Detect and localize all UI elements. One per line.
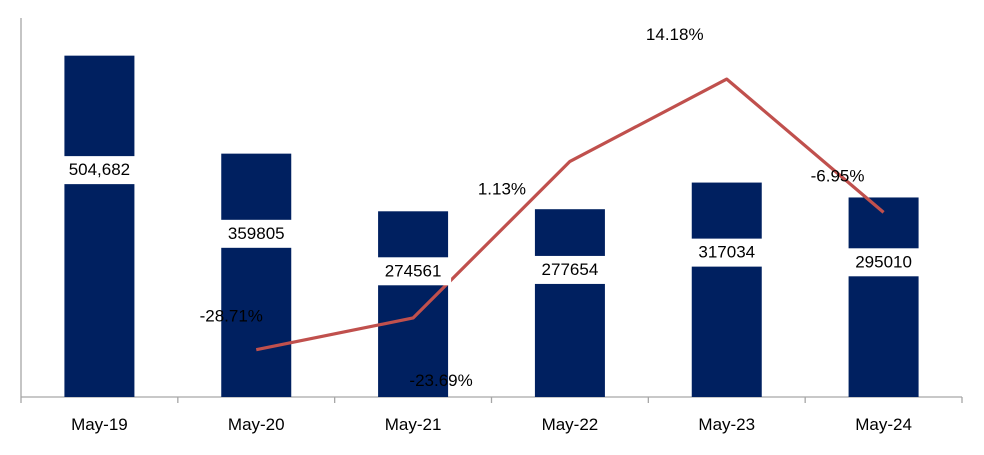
x-tick-label: May-21 xyxy=(385,415,442,434)
bar-value-label: 504,682 xyxy=(69,160,130,179)
bar-label-background xyxy=(688,238,765,267)
bar-value-label: 277654 xyxy=(542,260,599,279)
data-labels: 504,682 359805 274561 277654 317034 295010 -28… xyxy=(61,25,922,390)
bar-label-background xyxy=(218,219,295,248)
bar-value-label: 359805 xyxy=(228,224,285,243)
bar xyxy=(221,153,292,397)
x-tick-label: May-23 xyxy=(698,415,755,434)
bar-label-background xyxy=(61,156,138,185)
line-value-label: 1.13% xyxy=(478,179,526,198)
x-tick-label: May-24 xyxy=(855,415,912,434)
bar xyxy=(64,55,135,397)
x-tick-label: May-22 xyxy=(542,415,599,434)
bar-value-label: 295010 xyxy=(855,252,912,271)
bar-label-background xyxy=(531,255,608,284)
line-value-label: -23.69% xyxy=(409,371,472,390)
x-tick-label: May-20 xyxy=(228,415,285,434)
line-value-label: -6.95% xyxy=(811,166,865,185)
bar-label-background xyxy=(845,248,922,277)
x-axis-labels: May-19 May-20 May-21 May-22 May-23 May-24 xyxy=(71,415,912,434)
x-axis-ticks xyxy=(20,397,963,403)
bar-series xyxy=(64,55,919,397)
bar-value-label: 317034 xyxy=(698,243,755,262)
bar xyxy=(534,209,605,397)
growth-line xyxy=(255,77,885,352)
line-series xyxy=(255,77,885,352)
bar xyxy=(378,211,449,397)
line-value-label: 14.18% xyxy=(646,25,704,44)
bar-value-label: 274561 xyxy=(385,261,442,280)
bar xyxy=(691,182,762,397)
bar-label-background xyxy=(375,257,452,286)
bar xyxy=(848,197,919,397)
line-value-label: -28.71% xyxy=(200,307,263,326)
x-tick-label: May-19 xyxy=(71,415,128,434)
